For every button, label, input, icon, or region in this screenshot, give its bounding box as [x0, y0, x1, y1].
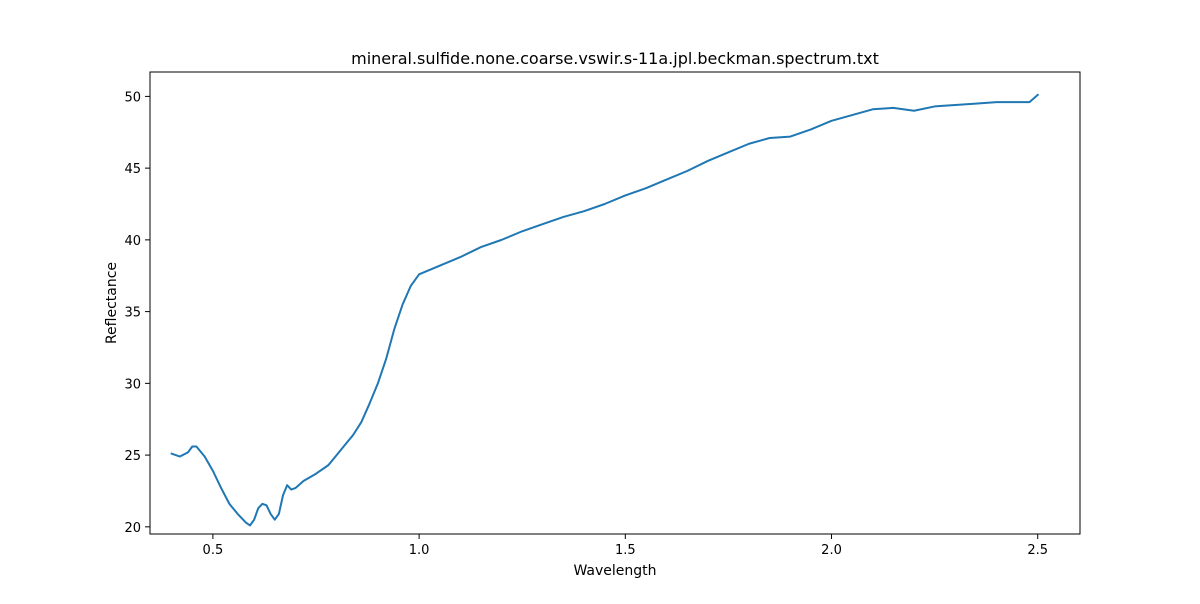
x-tick-label: 2.5 [1027, 543, 1048, 558]
x-tick-label: 1.0 [409, 543, 430, 558]
y-tick-label: 40 [124, 234, 141, 249]
chart-title: mineral.sulfide.none.coarse.vswir.s-11a.… [351, 49, 879, 68]
plot-area [150, 72, 1080, 534]
x-tick-label: 1.5 [615, 543, 636, 558]
line-layer [170, 93, 1040, 527]
x-tick-label: 0.5 [203, 543, 224, 558]
y-tick-label: 20 [124, 521, 141, 536]
x-axis-label: Wavelength [573, 563, 656, 579]
y-axis-label: Reflectance [104, 262, 120, 344]
y-tick-label: 30 [124, 377, 141, 392]
y-tick-label: 35 [124, 306, 141, 321]
y-tick-label: 45 [124, 162, 141, 177]
x-tick-label: 2.0 [821, 543, 842, 558]
x-axis-ticks: 0.5 1.0 1.5 2.0 2.5 [203, 534, 1048, 558]
y-tick-label: 50 [124, 90, 141, 105]
series-line-0 [170, 93, 1040, 527]
y-axis-ticks: 20 25 30 35 40 45 50 [124, 90, 150, 536]
plot-frame [149, 71, 1081, 535]
y-tick-label: 25 [124, 449, 141, 464]
